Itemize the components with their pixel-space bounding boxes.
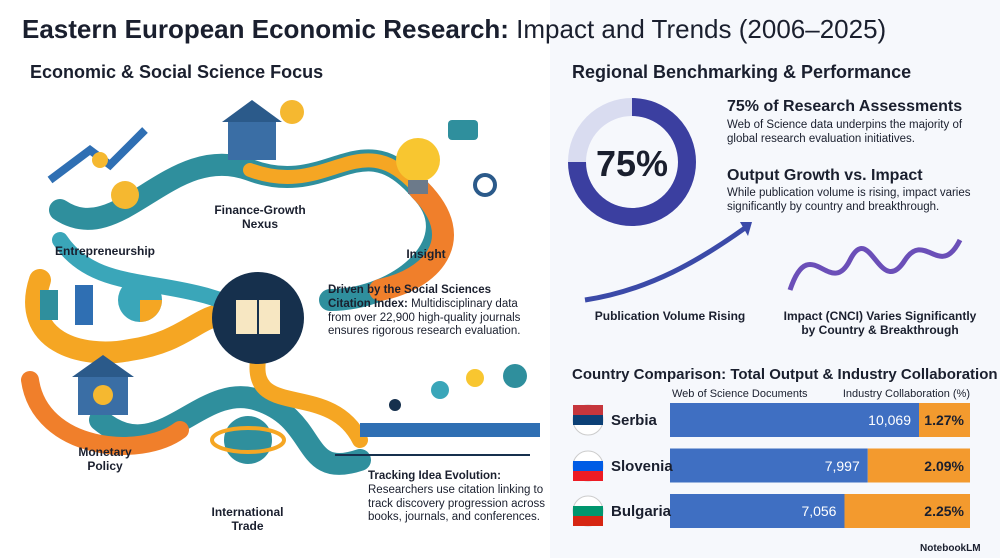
left-heading: Economic & Social Science Focus: [30, 62, 324, 82]
label: Monetary Policy: [78, 445, 132, 474]
donut-arc: [568, 98, 696, 226]
road: [21, 149, 454, 475]
collaboration-bar: [867, 448, 970, 483]
growth-text: While publication volume is rising, impa…: [727, 187, 971, 213]
documents-bar: [670, 494, 845, 528]
growth-title: Output Growth vs. Impact: [727, 167, 923, 184]
tracking-title: Tracking Idea Evolution:: [368, 470, 501, 482]
label: Insight: [406, 247, 446, 261]
collaboration-label: 2.09%: [924, 457, 964, 474]
icons: [40, 100, 540, 464]
collaboration-bar: [844, 494, 970, 528]
impact-wave: [787, 238, 963, 291]
impact-label: Impact (CNCI) Varies Significantly by Co…: [783, 309, 977, 338]
label: Finance-Growth Nexus: [214, 203, 306, 232]
country: Slovenia: [611, 457, 673, 475]
table-title: Country Comparison: Total Output & Indus…: [572, 366, 998, 383]
center-text: Driven by the Social Sciences Citation I…: [328, 284, 533, 339]
label: International Trade: [211, 505, 284, 534]
documents-bar: [670, 448, 868, 483]
donut-label: 75%: [595, 143, 669, 184]
title: Eastern European Economic Research: Impa…: [22, 14, 886, 45]
title-main: Eastern European Economic Research:: [22, 14, 509, 44]
collaboration-label: 2.25%: [924, 503, 964, 519]
center-lead: Driven by the Social Sciences Citation I…: [328, 284, 491, 310]
country: Bulgaria: [611, 503, 672, 520]
documents-label: 7,997: [824, 457, 860, 474]
tracking-text: Researchers use citation linking to trac…: [368, 483, 546, 524]
collaboration-label: 1.27%: [924, 412, 964, 428]
documents-label: 7,056: [801, 503, 837, 519]
col-header: Industry Collaboration (%): [842, 388, 970, 400]
tracking: Tracking Idea Evolution: Researchers use …: [368, 470, 548, 525]
footer: NotebookLM: [920, 543, 981, 554]
right-heading: Regional Benchmarking & Performance: [572, 62, 912, 82]
volume-label: Publication Volume Rising: [594, 309, 746, 323]
country: Serbia: [611, 412, 657, 429]
documents-label: 10,069: [868, 412, 911, 428]
col-header: Web of Science Documents: [672, 388, 808, 400]
arrow-head: [740, 222, 752, 236]
label: Entrepreneurship: [54, 244, 156, 258]
collaboration-bar: [919, 403, 970, 437]
title-rest: Impact and Trends (2006–2025): [508, 14, 887, 44]
center-body: Multidisciplinary data from over 22,900 …: [328, 297, 521, 338]
growth-arrow: [584, 225, 747, 303]
flags: [572, 404, 604, 527]
assess-text: Web of Science data underpins the majori…: [727, 119, 963, 145]
documents-bar: [670, 403, 919, 437]
assess-title: 75% of Research Assessments: [727, 98, 963, 115]
